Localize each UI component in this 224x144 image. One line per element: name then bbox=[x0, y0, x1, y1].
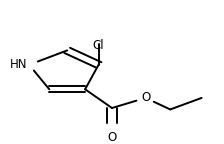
Text: Cl: Cl bbox=[93, 39, 104, 52]
Text: O: O bbox=[141, 91, 150, 104]
Text: O: O bbox=[107, 131, 117, 144]
Text: HN: HN bbox=[9, 58, 27, 71]
